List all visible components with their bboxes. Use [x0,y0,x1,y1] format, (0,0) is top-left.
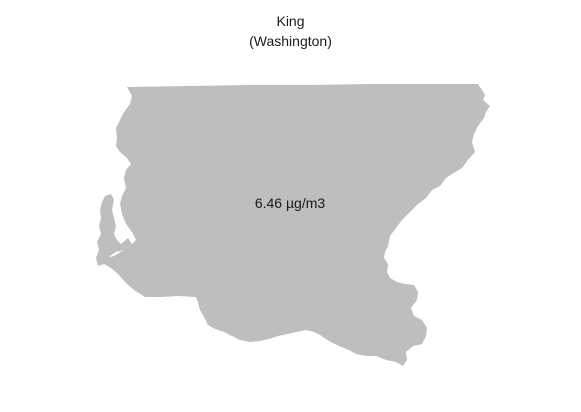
county-shape [104,84,490,366]
value-label: 6.46 µg/m3 [255,195,326,211]
island-shape [96,194,132,266]
map-subtitle: (Washington) [249,33,332,49]
map-title: King [276,13,305,29]
